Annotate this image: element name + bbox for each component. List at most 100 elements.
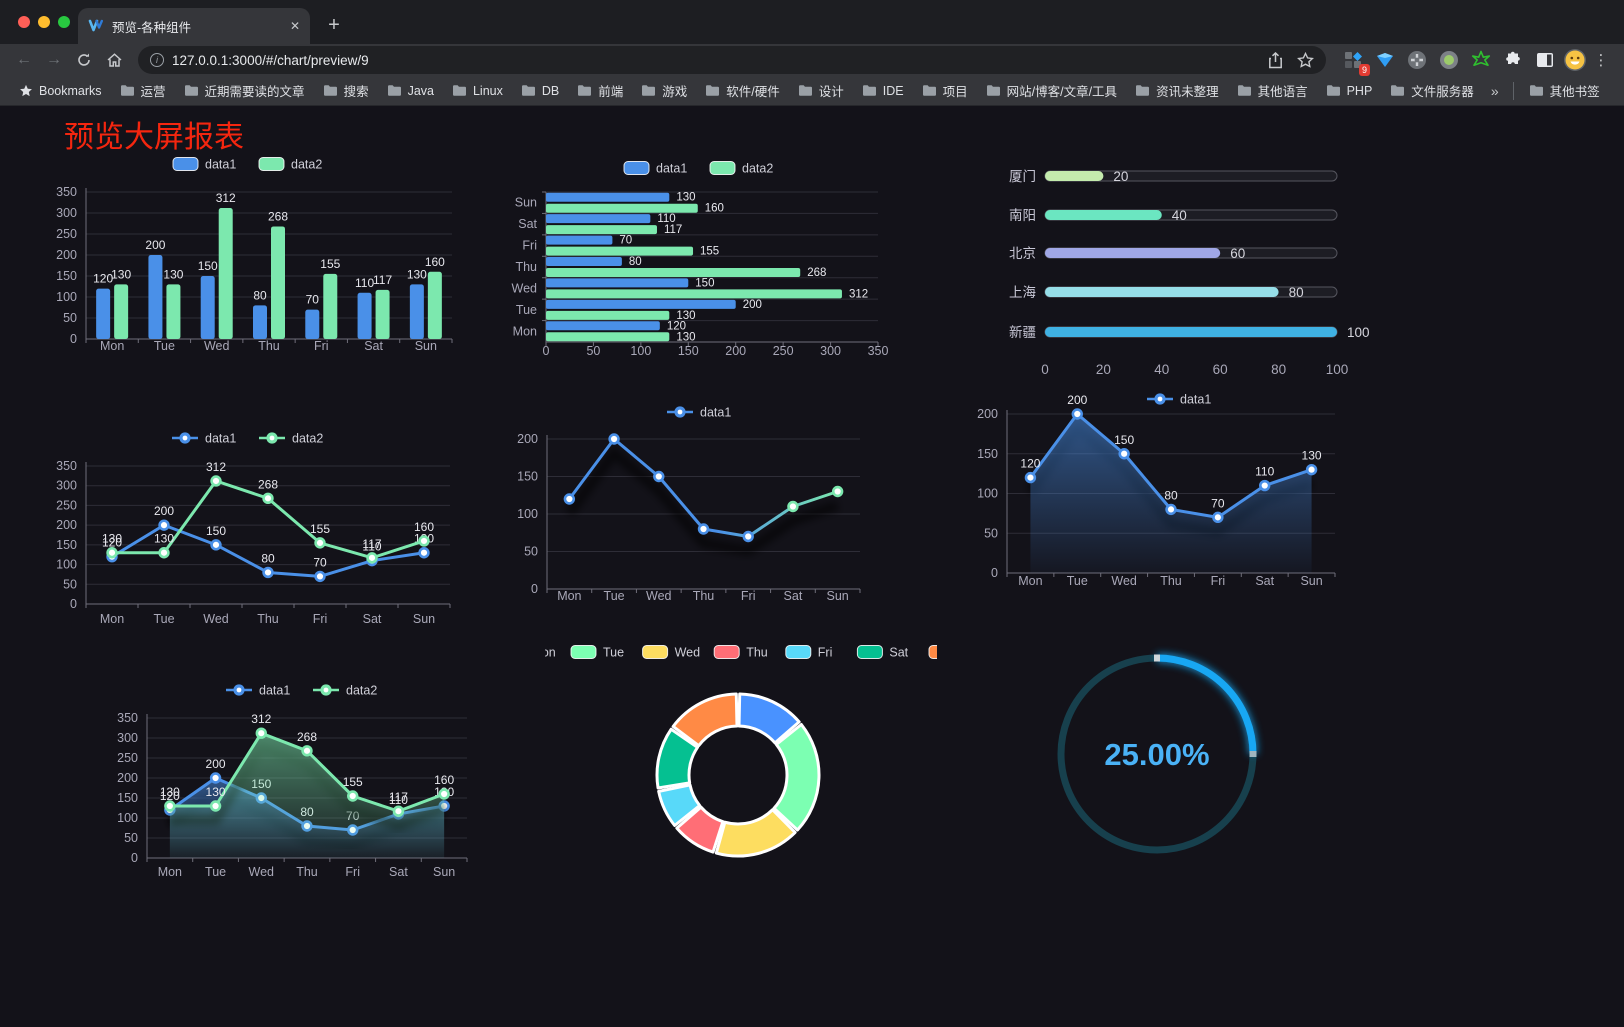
bar[interactable] [546, 257, 622, 266]
address-bar[interactable]: i 127.0.0.1:3000/#/chart/preview/9 [138, 46, 1326, 74]
data-point[interactable] [106, 547, 118, 559]
puzzle-extensions-icon[interactable] [1500, 47, 1526, 73]
city-progress-chart[interactable]: 厦门 20 南阳 40 北京 60 上海 80 新疆 100 0 20 40 60 80 100 [990, 152, 1372, 390]
bookmark-folder[interactable]: 近期需要读的文章 [177, 78, 312, 103]
data-point[interactable] [418, 547, 430, 559]
site-info-icon[interactable]: i [150, 53, 164, 67]
bookmark-folder[interactable]: 游戏 [634, 78, 694, 103]
data-point[interactable] [653, 470, 665, 483]
bar[interactable] [253, 305, 267, 339]
legend-item[interactable]: data2 [313, 684, 377, 698]
bookmark-folder[interactable]: 软件/硬件 [698, 78, 786, 103]
data-point[interactable] [1118, 448, 1130, 460]
tab-close-icon[interactable]: ✕ [289, 19, 300, 33]
new-tab-button[interactable]: + [328, 14, 340, 36]
vue-devtools-icon[interactable] [1372, 47, 1398, 73]
bar[interactable] [357, 292, 372, 339]
legend-item[interactable]: data2 [259, 432, 323, 446]
data-point[interactable] [210, 475, 222, 487]
browser-tab[interactable]: 预览-各种组件 ✕ [78, 8, 310, 44]
two-series-line-chart[interactable]: data1 data2 0 50 100 150 200 250 300 350 Mon Tue Wed… [40, 424, 460, 644]
data-point[interactable] [158, 519, 170, 531]
minimize-window-button[interactable] [38, 16, 50, 28]
data-point[interactable] [301, 745, 313, 757]
bookmarks-overflow-chevron[interactable]: » [1490, 82, 1499, 99]
extension-grid-icon[interactable]: 9 [1340, 47, 1370, 76]
bar[interactable] [305, 309, 320, 339]
data-point[interactable] [314, 537, 326, 549]
bookmark-folder[interactable]: 资讯未整理 [1128, 78, 1226, 103]
legend-item[interactable]: Thu [713, 645, 768, 660]
bookmark-folder[interactable]: PHP [1319, 81, 1380, 101]
green-star-extension-icon[interactable] [1468, 47, 1494, 73]
gray-circle-extension-icon[interactable] [1404, 47, 1430, 73]
data-point[interactable] [255, 727, 267, 739]
data-point[interactable] [563, 493, 576, 505]
data-point[interactable] [262, 566, 274, 579]
legend-item[interactable]: Tue [570, 645, 624, 660]
data-point[interactable] [1024, 471, 1037, 484]
legend-item[interactable]: data1 [667, 406, 731, 420]
bar[interactable] [546, 225, 657, 235]
bar[interactable] [546, 299, 736, 309]
donut-segment[interactable] [737, 692, 801, 745]
bookmark-folder[interactable]: 前端 [570, 78, 630, 103]
data-point[interactable] [1212, 511, 1224, 524]
legend-item[interactable]: data2 [709, 161, 773, 176]
donut-segment[interactable] [671, 692, 739, 748]
legend-item[interactable]: data2 [258, 157, 322, 172]
data-point[interactable] [697, 523, 710, 535]
legend-item[interactable]: Wed [642, 645, 701, 660]
legend-item[interactable]: data1 [172, 157, 236, 172]
data-point[interactable] [164, 800, 176, 812]
data-point[interactable] [209, 772, 222, 784]
bar[interactable] [148, 255, 163, 339]
two-series-area-chart[interactable]: data1 data2 0 50 100 150 200 250 300 350 Mon Tue Wed… [103, 676, 505, 898]
legend-item[interactable]: Sun [928, 645, 937, 660]
bar[interactable] [166, 284, 181, 339]
bar[interactable] [546, 192, 670, 202]
bookmark-star-icon[interactable] [1297, 52, 1314, 68]
data-point[interactable] [1165, 503, 1177, 516]
bar[interactable] [546, 278, 689, 288]
progress-ring[interactable]: 25.00% [1040, 639, 1277, 871]
data-point[interactable] [392, 805, 405, 817]
profile-avatar[interactable] [1564, 49, 1586, 71]
side-panel-icon[interactable] [1532, 47, 1558, 73]
bar[interactable] [546, 214, 651, 224]
bar[interactable] [218, 207, 233, 339]
data-point[interactable] [209, 800, 222, 812]
data-point[interactable] [742, 530, 754, 543]
record-circle-extension-icon[interactable] [1436, 47, 1462, 73]
forward-icon[interactable]: → [46, 51, 62, 68]
bar[interactable] [96, 288, 111, 339]
legend-item[interactable]: Sat [856, 645, 909, 660]
bar[interactable] [375, 289, 390, 339]
legend-item[interactable]: data1 [226, 684, 290, 698]
data-point[interactable] [831, 485, 844, 498]
bar[interactable] [200, 276, 215, 339]
bar[interactable] [546, 321, 660, 331]
bar[interactable] [546, 203, 698, 213]
bookmark-folder[interactable]: Linux [445, 81, 510, 101]
bar[interactable] [323, 273, 338, 339]
bookmarks-root-item[interactable]: Bookmarks [12, 81, 109, 101]
donut-segment[interactable] [655, 727, 700, 790]
bookmark-folder[interactable]: DB [514, 81, 566, 101]
reload-icon[interactable] [70, 47, 98, 73]
data-point[interactable] [418, 535, 430, 547]
bar[interactable] [546, 246, 694, 256]
data-point[interactable] [787, 500, 799, 513]
data-point[interactable] [366, 552, 378, 564]
donut-chart[interactable]: Mon Tue Wed Thu Fri Sat Sun [545, 637, 937, 885]
bar[interactable] [427, 271, 442, 339]
legend-item[interactable]: Fri [785, 645, 833, 660]
donut-segment[interactable] [772, 723, 821, 832]
legend-item[interactable]: data1 [172, 432, 236, 446]
gradient-line-chart[interactable]: data1 0 50 100 150 200 Mon Tue Wed Thu Fri Sat Sun [503, 399, 900, 619]
bookmark-folder[interactable]: 网站/博客/文章/工具 [979, 78, 1124, 103]
horizontal-bar-chart[interactable]: data1 data2 0 50 100 150 200 250 300 350 Sun 130 160… [500, 150, 902, 380]
data-point[interactable] [1259, 479, 1271, 492]
url-text[interactable]: 127.0.0.1:3000/#/chart/preview/9 [172, 52, 369, 68]
data-point[interactable] [314, 570, 326, 583]
